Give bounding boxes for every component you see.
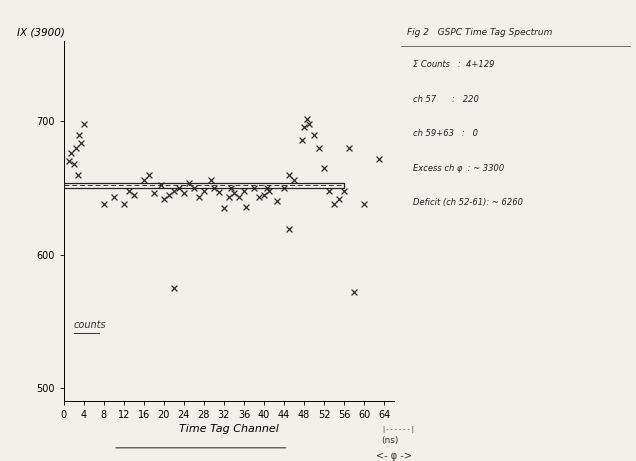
Point	[74, 131, 84, 138]
Point	[169, 284, 179, 291]
Point	[349, 288, 359, 296]
Point	[309, 131, 319, 138]
Point	[179, 189, 189, 197]
Point	[359, 200, 370, 207]
Text: Excess ch φ  : ~ 3300: Excess ch φ : ~ 3300	[413, 164, 504, 173]
Point	[284, 225, 294, 233]
Point	[169, 187, 179, 195]
Point	[339, 187, 349, 195]
Point	[206, 176, 216, 183]
Point	[219, 204, 229, 212]
Point	[123, 187, 134, 195]
Point	[296, 136, 307, 144]
Point	[324, 187, 335, 195]
Text: <- φ ->: <- φ ->	[377, 451, 412, 461]
Point	[329, 200, 339, 207]
Point	[79, 120, 89, 128]
Text: IX (3900): IX (3900)	[17, 28, 65, 38]
Text: Fig 2   GSPC Time Tag Spectrum: Fig 2 GSPC Time Tag Spectrum	[407, 28, 553, 37]
Point	[159, 195, 169, 202]
Point	[226, 184, 237, 192]
Point	[279, 184, 289, 192]
Point	[109, 194, 119, 201]
Text: Deficit (ch 52-61): ~ 6260: Deficit (ch 52-61): ~ 6260	[413, 198, 523, 207]
Point	[194, 194, 204, 201]
Point	[76, 139, 86, 147]
Point	[314, 144, 324, 152]
Point	[374, 155, 384, 162]
Point	[264, 187, 274, 195]
Point	[242, 203, 252, 210]
Point	[261, 184, 272, 192]
Point	[344, 144, 354, 152]
Point	[284, 171, 294, 178]
Point	[249, 184, 259, 192]
X-axis label: Time Tag Channel: Time Tag Channel	[179, 424, 279, 434]
Text: ch 57      :   220: ch 57 : 220	[413, 95, 480, 104]
Point	[139, 176, 149, 183]
Point	[149, 189, 159, 197]
Point	[144, 171, 154, 178]
Point	[214, 188, 224, 195]
Point	[319, 164, 329, 171]
Point	[163, 191, 174, 198]
Point	[289, 176, 299, 183]
Point	[301, 115, 312, 123]
Point	[66, 150, 76, 157]
Text: counts: counts	[74, 320, 106, 330]
Point	[254, 194, 264, 201]
Point	[71, 144, 81, 152]
Point	[73, 171, 83, 178]
Text: Σ Counts   :  4+129: Σ Counts : 4+129	[413, 60, 495, 69]
Point	[229, 189, 239, 197]
Point	[128, 191, 139, 198]
Text: |------|: |------|	[382, 426, 415, 433]
Point	[304, 120, 314, 128]
Point	[184, 179, 194, 186]
Text: ch 59+63   :   0: ch 59+63 : 0	[413, 129, 478, 138]
Point	[272, 198, 282, 205]
Point	[239, 187, 249, 195]
Text: (ns): (ns)	[382, 436, 399, 445]
Point	[224, 194, 234, 201]
Point	[209, 184, 219, 192]
Point	[334, 195, 344, 202]
Point	[69, 160, 79, 168]
Point	[259, 191, 269, 198]
Point	[174, 184, 184, 192]
Point	[199, 187, 209, 195]
Point	[156, 182, 167, 189]
Point	[99, 200, 109, 207]
Point	[119, 200, 129, 207]
Point	[189, 184, 199, 192]
Point	[299, 123, 309, 130]
Point	[64, 158, 74, 165]
Point	[234, 194, 244, 201]
